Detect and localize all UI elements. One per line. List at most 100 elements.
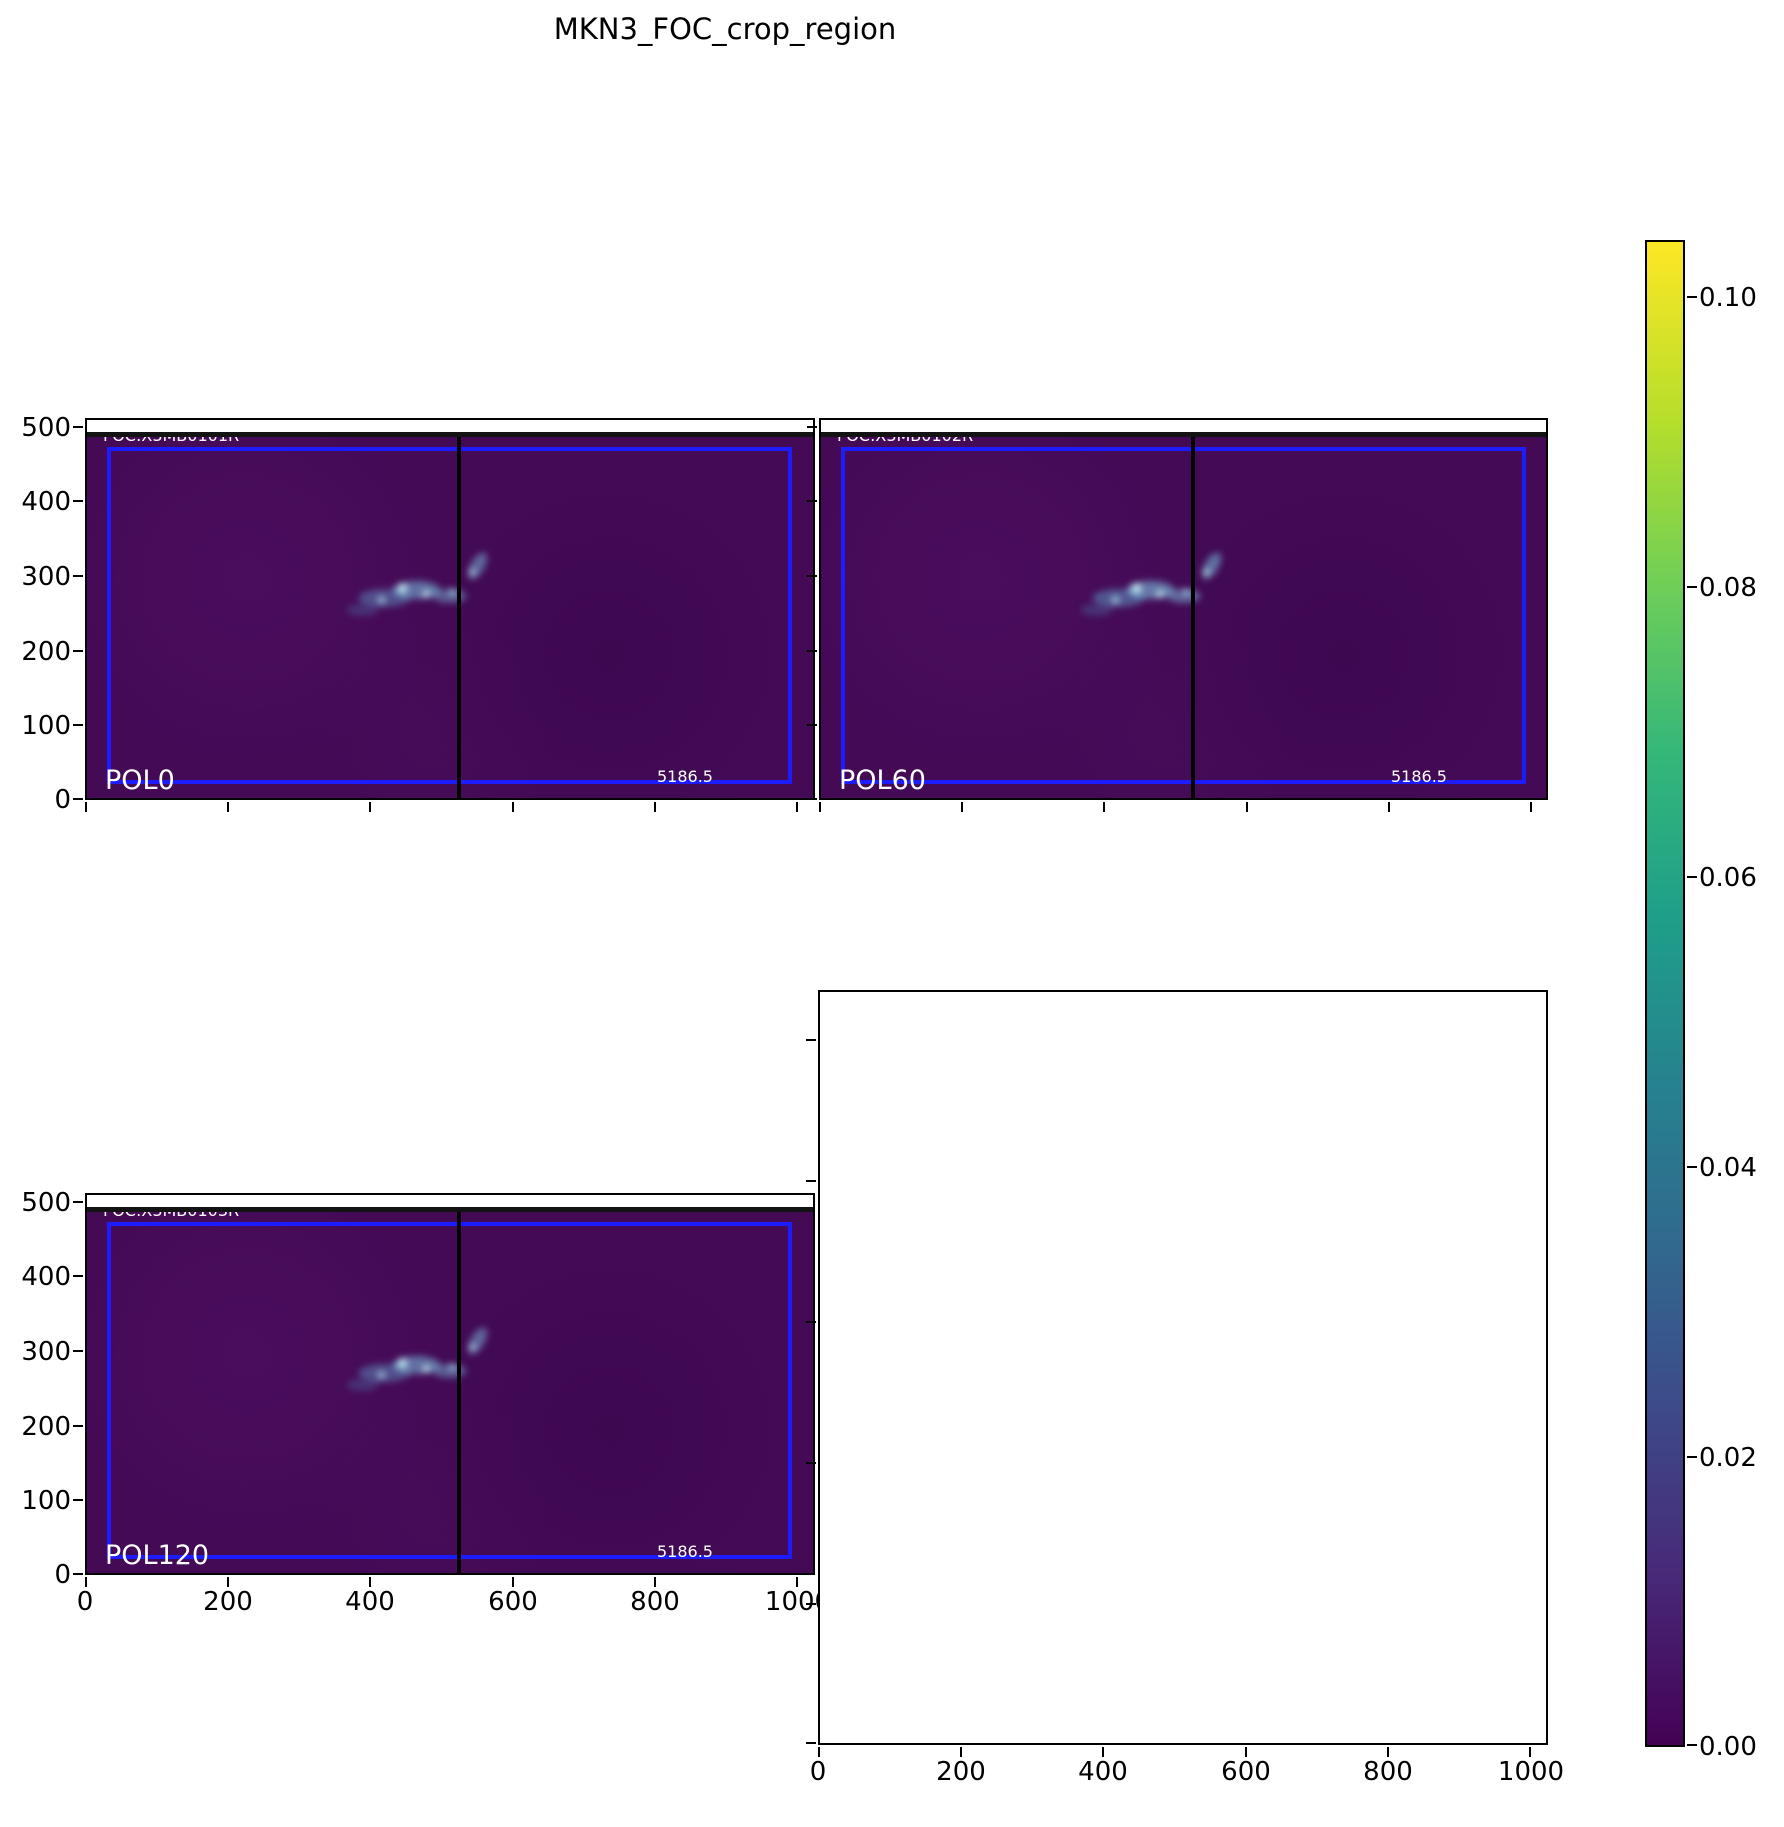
y-tick [806,1039,816,1041]
crop-region-box [107,1222,792,1559]
y-tick [73,1275,83,1277]
x-tick [1388,802,1390,812]
y-tick [73,798,83,800]
y-tick-label: 200 [21,1412,71,1442]
y-tick [807,575,817,577]
image-top-black-band [821,432,1546,437]
y-tick-label: 0 [54,785,71,815]
x-tick [796,1577,798,1587]
x-tick [1103,802,1105,812]
crop-region-box [841,447,1526,784]
panel-empty: 0 200 400 600 800 1000 [806,990,1564,1787]
colorbar-tick-label: 0.04 [1699,1153,1757,1183]
y-tick [73,1425,83,1427]
y-tick [806,1180,816,1182]
x-tick [227,1577,229,1587]
y-tick [807,426,817,428]
x-tick [512,1577,514,1587]
pol0-value-label: 5186.5 [657,767,713,786]
y-tick-label: 500 [21,1188,71,1218]
y-tick [73,724,83,726]
x-tick-label: 400 [1078,1757,1128,1787]
x-tick [369,1577,371,1587]
y-tick [807,798,817,800]
panel-pol60: FOC:X3MB0102R POL60 5186.5 [807,418,1548,812]
x-tick [818,1747,820,1757]
y-tick-label: 500 [21,413,71,443]
y-tick [73,426,83,428]
x-tick-label: 0 [809,1757,827,1787]
image-top-white-band [87,1195,813,1207]
pol0-heatmap-image: FOC:X3MB0101R POL0 5186.5 [85,418,815,800]
y-tick [806,1742,816,1744]
colorbar-tick-label: 0.00 [1699,1732,1757,1762]
colorbar-tick-label: 0.08 [1699,573,1757,603]
y-tick [73,1201,83,1203]
y-tick [806,1603,816,1605]
y-tick [73,1499,83,1501]
y-tick [806,1462,816,1464]
image-top-white-band [87,420,813,432]
x-tick [512,802,514,812]
y-tick [73,650,83,652]
emission-feature-icon [346,552,488,616]
figure-title: MKN3_FOC_crop_region [553,12,897,46]
x-tick [85,802,87,812]
colorbar-tick-label: 0.06 [1699,863,1757,893]
pol120-label: POL120 [105,1540,210,1571]
pol120-value-label: 5186.5 [657,1542,713,1561]
colorbar-tick [1687,1456,1697,1458]
x-tick-label: 600 [488,1587,538,1617]
x-tick [85,1577,87,1587]
x-tick-label: 600 [1221,1757,1271,1787]
y-tick [73,500,83,502]
image-top-black-band [87,432,813,437]
x-tick [796,802,798,812]
y-tick-label: 0 [54,1560,71,1590]
y-tick [806,1321,816,1323]
x-tick [1245,1747,1247,1757]
chip-divider-line [457,1207,461,1573]
y-tick-label: 300 [21,562,71,592]
x-tick [1530,802,1532,812]
colorbar-tick [1687,296,1697,298]
image-top-white-band [821,420,1546,432]
pol0-label: POL0 [105,765,175,796]
x-tick [227,802,229,812]
y-tick [807,650,817,652]
x-tick [369,802,371,812]
y-tick-label: 400 [21,487,71,517]
x-tick-label: 400 [345,1587,395,1617]
x-tick [960,1747,962,1757]
x-tick [1387,1747,1389,1757]
x-tick [1102,1747,1104,1757]
colorbar-tick-label: 0.02 [1699,1443,1757,1473]
y-tick-label: 200 [21,637,71,667]
y-tick [73,1350,83,1352]
x-tick-label: 200 [936,1757,986,1787]
x-tick [654,802,656,812]
x-tick [654,1577,656,1587]
x-tick [961,802,963,812]
colorbar-tick [1687,876,1697,878]
chip-divider-line [457,432,461,798]
crop-region-box [107,447,792,784]
image-top-black-band [87,1207,813,1212]
x-tick [1246,802,1248,812]
x-tick [1529,1747,1531,1757]
colorbar-tick [1687,586,1697,588]
pol60-label: POL60 [839,765,926,796]
x-tick-label: 1000 [1497,1757,1565,1787]
chip-divider-line [1191,432,1195,798]
x-tick [819,802,821,812]
x-tick-label: 800 [630,1587,680,1617]
colorbar-gradient [1645,240,1685,1747]
pol60-value-label: 5186.5 [1391,767,1447,786]
pol120-heatmap-image: FOC:X3MB0103R POL120 5186.5 [85,1193,815,1575]
panel-pol120: FOC:X3MB0103R POL120 5186.5 500 400 300 … [21,1188,831,1617]
x-tick-label: 200 [203,1587,253,1617]
x-tick-label: 800 [1363,1757,1413,1787]
x-tick-label: 0 [76,1587,94,1617]
y-tick-label: 100 [21,1486,71,1516]
